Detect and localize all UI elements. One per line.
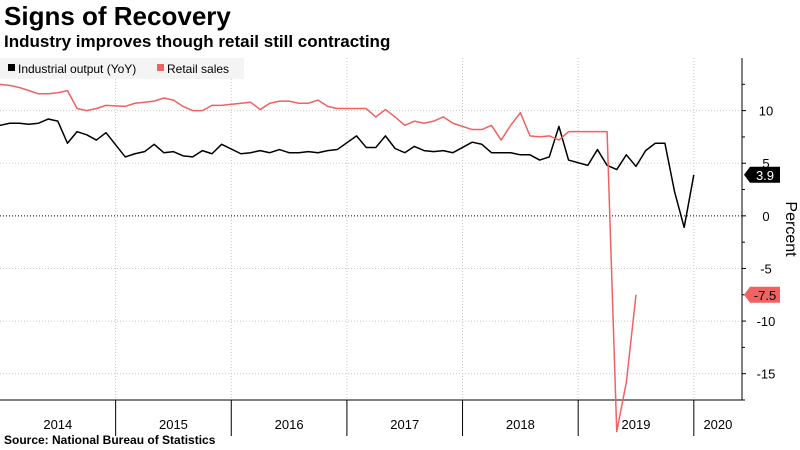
badge-retail — [744, 286, 780, 303]
axis-layer: -15 -10 -5 0 5 10 2014 2015 2016 2017 2018 2019 2020 — [0, 58, 775, 436]
x-tick-label: 2014 — [43, 417, 72, 432]
plot-area — [0, 58, 742, 400]
plot-background — [0, 58, 742, 400]
legend-label-retail: Retail sales — [167, 62, 229, 76]
badge-layer: 3.9 -7.5 — [744, 166, 780, 303]
badge-industrial — [744, 166, 780, 183]
x-tick-label: 2015 — [159, 417, 188, 432]
x-tick-label: 2018 — [506, 417, 535, 432]
legend-background — [0, 58, 244, 79]
y-tick-label: -5 — [760, 261, 772, 276]
y-axis-title: Percent — [782, 201, 799, 257]
badge-label-retail: -7.5 — [754, 288, 776, 303]
grid-layer — [0, 58, 742, 400]
y-tick-label: 0 — [762, 209, 769, 224]
legend-swatch-retail — [157, 64, 164, 71]
badge-label-industrial: 3.9 — [756, 168, 774, 183]
series-line-retail — [0, 83, 637, 433]
legend: Industrial output (YoY) Retail sales — [0, 58, 244, 79]
chart-subtitle: Industry improves though retail still co… — [4, 32, 391, 51]
y-tick-label: -10 — [757, 314, 776, 329]
legend-label-industrial: Industrial output (YoY) — [18, 62, 136, 76]
y-tick-label: 10 — [759, 104, 773, 119]
source-note: Source: National Bureau of Statistics — [4, 433, 216, 447]
y-tick-label: -15 — [757, 367, 776, 382]
y-tick-label: 5 — [762, 156, 769, 171]
x-tick-label: 2020 — [703, 417, 732, 432]
x-tick-label: 2019 — [622, 417, 651, 432]
x-tick-label: 2017 — [390, 417, 419, 432]
x-tick-label: 2016 — [275, 417, 304, 432]
chart-title: Signs of Recovery — [4, 1, 231, 31]
series-layer — [0, 83, 695, 433]
legend-swatch-industrial — [8, 64, 15, 71]
series-line-industrial — [0, 118, 695, 229]
